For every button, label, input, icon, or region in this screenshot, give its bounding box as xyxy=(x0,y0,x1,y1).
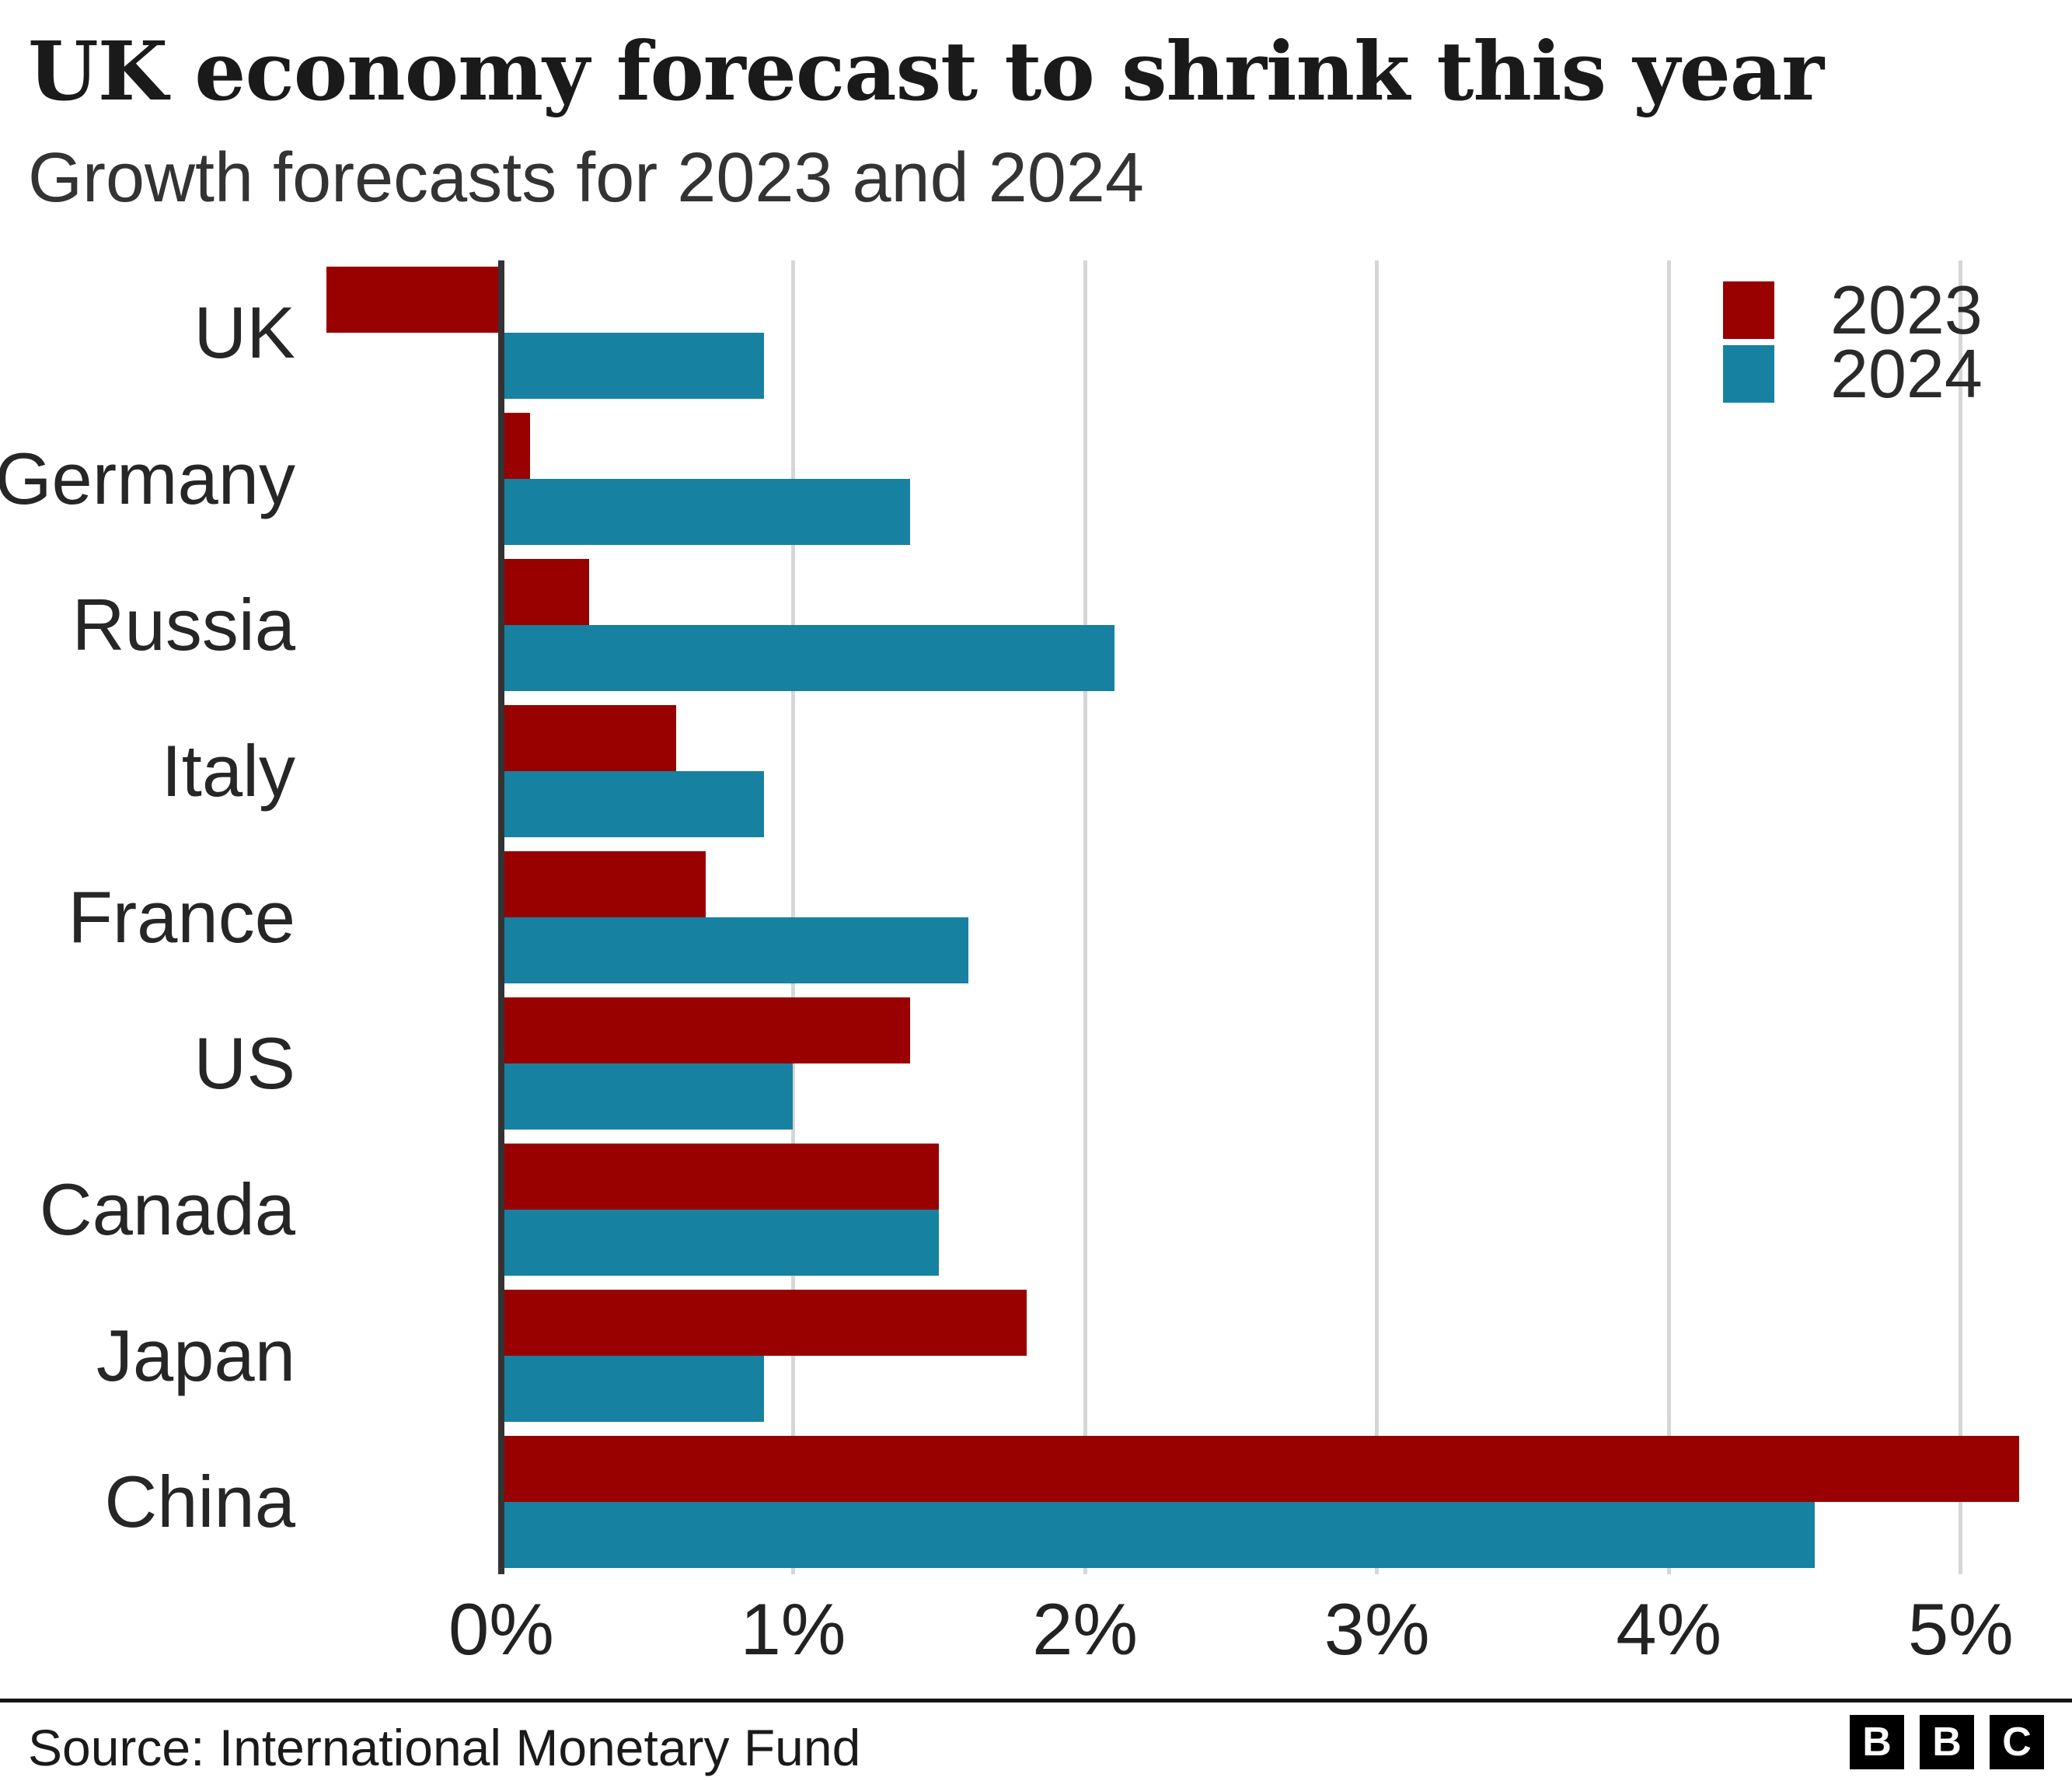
y-axis-label-uk: UK xyxy=(194,292,295,373)
legend-item-2023: 2023 xyxy=(1723,271,1983,348)
legend-label-2024: 2024 xyxy=(1830,335,1983,412)
bar-france-2023 xyxy=(501,851,706,917)
bar-germany-2023 xyxy=(501,413,531,479)
chart-title: UK economy forecast to shrink this year xyxy=(28,23,1824,119)
x-tick-label-0%: 0% xyxy=(448,1588,554,1670)
x-tick-label-2%: 2% xyxy=(1032,1588,1138,1670)
gridline-2% xyxy=(1083,260,1087,1574)
legend-item-2024: 2024 xyxy=(1723,335,1983,412)
footer-divider xyxy=(0,1699,2072,1702)
y-axis-label-us: US xyxy=(194,1022,295,1104)
legend-label-2023: 2023 xyxy=(1830,271,1983,348)
bar-italy-2024 xyxy=(501,771,764,837)
bar-china-2024 xyxy=(501,1502,1816,1568)
bbc-logo-block-2: B xyxy=(1920,1715,1974,1769)
bar-russia-2023 xyxy=(501,559,589,625)
y-axis-label-canada: Canada xyxy=(39,1168,295,1250)
bar-us-2024 xyxy=(501,1063,794,1130)
bar-italy-2023 xyxy=(501,705,677,771)
plot-area xyxy=(311,260,2052,1574)
x-tick-label-1%: 1% xyxy=(740,1588,846,1670)
y-axis-label-russia: Russia xyxy=(72,584,295,665)
bbc-logo-block-1: B xyxy=(1850,1715,1904,1769)
zero-axis-line xyxy=(497,260,504,1574)
gridline-3% xyxy=(1375,260,1380,1574)
y-axis-label-china: China xyxy=(104,1461,295,1542)
legend-swatch-2024 xyxy=(1723,345,1774,403)
bar-germany-2024 xyxy=(501,479,910,545)
bar-canada-2024 xyxy=(501,1210,940,1276)
bar-japan-2024 xyxy=(501,1356,764,1422)
y-axis-labels: UK Germany Russia Italy France US Canada Japan C… xyxy=(0,260,295,1574)
legend-swatch-2023 xyxy=(1723,281,1774,339)
y-axis-label-japan: Japan xyxy=(96,1315,295,1396)
bar-japan-2023 xyxy=(501,1290,1027,1356)
bar-france-2024 xyxy=(501,917,968,983)
x-tick-label-5%: 5% xyxy=(1907,1588,2014,1670)
bar-us-2023 xyxy=(501,997,910,1063)
gridline-5% xyxy=(1959,260,1963,1574)
y-axis-label-france: France xyxy=(68,876,295,958)
source-note: Source: International Monetary Fund xyxy=(28,1719,861,1776)
y-axis-label-italy: Italy xyxy=(161,730,295,812)
y-axis-label-germany: Germany xyxy=(0,438,295,519)
bar-russia-2024 xyxy=(501,625,1114,691)
bar-canada-2023 xyxy=(501,1144,940,1210)
x-axis-tick-labels: 0% 1% 2% 3% 4% 5% xyxy=(0,1587,2072,1688)
bbc-logo-block-3: C xyxy=(1990,1715,2044,1769)
x-tick-label-3%: 3% xyxy=(1324,1588,1430,1670)
x-tick-label-4%: 4% xyxy=(1616,1588,1722,1670)
legend: 2023 2024 xyxy=(1723,271,1983,412)
gridline-4% xyxy=(1666,260,1671,1574)
bar-uk-2023 xyxy=(326,267,501,333)
bar-uk-2024 xyxy=(501,333,764,399)
bar-china-2023 xyxy=(501,1436,2019,1502)
chart-subtitle: Growth forecasts for 2023 and 2024 xyxy=(28,139,1144,217)
